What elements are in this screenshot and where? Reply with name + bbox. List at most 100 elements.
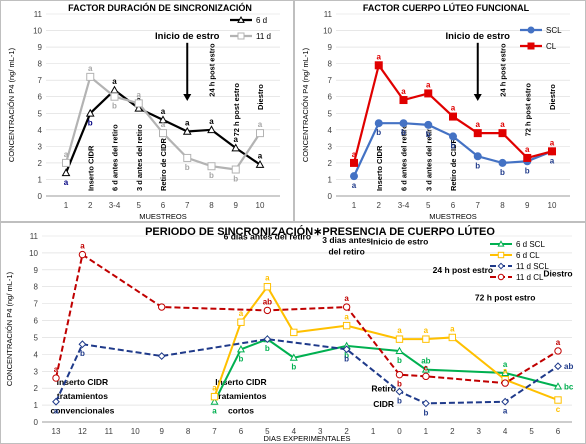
- x-tick-label: 5: [137, 201, 142, 210]
- data-point: [210, 397, 219, 405]
- x-tick-label: 2: [377, 201, 382, 210]
- significance-label: a: [503, 360, 508, 369]
- y-tick-label: 10: [323, 27, 332, 36]
- significance-label: a: [265, 274, 270, 283]
- data-point: [289, 353, 298, 361]
- significance-label: b: [344, 351, 349, 360]
- data-point: [374, 119, 383, 128]
- y-tick-label: 9: [328, 43, 333, 52]
- data-point: [498, 158, 507, 167]
- y-tick-label: 11: [30, 232, 39, 241]
- significance-label: a: [80, 242, 85, 251]
- x-tick-label: 6: [239, 427, 244, 436]
- x-tick-label: 8: [500, 201, 505, 210]
- annotation-24-h-post-estro: 24 h post estro: [433, 265, 493, 275]
- data-point: [263, 283, 272, 291]
- annotation-del-retiro: del retiro: [328, 247, 364, 257]
- x-tick-label: 2: [88, 201, 93, 210]
- x-tick-label: 10: [131, 427, 140, 436]
- significance-label: a: [401, 87, 406, 96]
- y-tick-label: 9: [34, 266, 39, 275]
- data-point: [342, 321, 351, 330]
- x-tick-label: 9: [525, 201, 530, 210]
- data-point: [85, 108, 95, 117]
- annotation-inicio-de-estro: Inicio de estro: [446, 31, 511, 42]
- x-tick-label: 4: [292, 427, 297, 436]
- data-point: [399, 96, 408, 105]
- data-point: [157, 352, 166, 360]
- legend-marker: [497, 262, 505, 270]
- x-tick-label: 3: [318, 427, 323, 436]
- y-tick-label: 10: [33, 27, 42, 36]
- x-tick-label: 1: [352, 201, 357, 210]
- data-point: [86, 72, 95, 81]
- data-point: [182, 126, 192, 135]
- legend-marker: [497, 273, 505, 281]
- data-point: [554, 362, 562, 371]
- data-point: [263, 306, 272, 315]
- x-tick-label: 7: [476, 201, 481, 210]
- legend-label: CL: [546, 42, 557, 51]
- y-tick-label: 10: [29, 249, 38, 258]
- significance-label: a: [426, 80, 431, 89]
- y-tick-label: 11: [34, 10, 43, 19]
- y-tick-label: 7: [328, 76, 333, 85]
- data-point: [342, 303, 351, 311]
- data-point: [350, 158, 358, 167]
- data-point: [498, 129, 507, 138]
- data-point: [78, 250, 87, 259]
- x-tick-label: 1: [64, 201, 69, 210]
- significance-label: a: [88, 64, 93, 73]
- annotation-6-dias-antes-del-retiro: 6 dias antes del retiro: [224, 231, 311, 241]
- data-point: [395, 346, 404, 355]
- significance-label: b: [344, 354, 349, 363]
- x-tick-label: 0: [397, 427, 402, 436]
- annotation-tratamientos: tratamientos: [57, 391, 108, 401]
- significance-label: bc: [564, 382, 574, 391]
- significance-label: a: [424, 326, 429, 335]
- significance-label: a: [258, 120, 263, 129]
- legend-label: 6 d: [256, 16, 267, 25]
- annotation-retiro-de-cidr: Retiro de CIDR: [159, 138, 168, 192]
- y-tick-label: 2: [34, 384, 39, 393]
- x-tick-label: 7: [212, 427, 217, 436]
- y-tick-label: 4: [34, 350, 39, 359]
- significance-label: b: [233, 175, 238, 184]
- significance-label: c: [424, 363, 429, 372]
- annotation-cortos: cortos: [228, 406, 254, 416]
- data-point: [231, 143, 241, 152]
- series-line: [213, 284, 559, 401]
- significance-label: a: [64, 150, 69, 159]
- legend-marker: [527, 26, 535, 34]
- data-point: [399, 119, 408, 128]
- significance-label: a: [239, 309, 244, 318]
- significance-label: a: [397, 326, 402, 335]
- annotation-72-h-post-estro: 72 h post estro: [232, 83, 241, 137]
- data-point: [255, 160, 265, 168]
- data-point: [134, 103, 144, 112]
- data-point: [237, 318, 245, 326]
- significance-label: a: [550, 156, 555, 165]
- x-tick-label: 1: [371, 427, 376, 436]
- annotation-72-h-post-estro: 72 h post estro: [475, 292, 535, 302]
- significance-label: a: [54, 365, 59, 374]
- significance-label: a: [377, 52, 382, 61]
- annotation-6-d-antes-del-retiro: 6 d antes del retiro: [400, 124, 409, 191]
- annotation-3-dias-antes: 3 dias antes: [322, 235, 371, 245]
- data-point: [422, 372, 430, 381]
- y-tick-label: 5: [38, 109, 43, 118]
- significance-label: ab: [421, 357, 430, 366]
- data-point: [421, 365, 430, 373]
- data-point: [158, 115, 168, 124]
- y-axis-label: CONCENTRACIÓN P4 (ng/ mL-1): [5, 271, 14, 386]
- chart-frame: [0, 0, 294, 222]
- significance-label: b: [426, 130, 431, 139]
- x-tick-label: 5: [426, 201, 431, 210]
- x-axis-label: MUESTREOS: [139, 212, 187, 221]
- legend-label: 6 d CL: [516, 251, 540, 260]
- data-point: [231, 165, 240, 174]
